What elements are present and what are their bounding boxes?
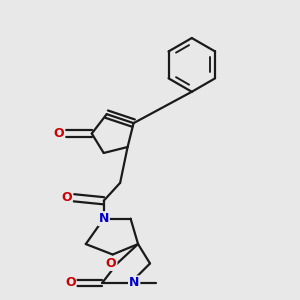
Text: O: O	[61, 191, 72, 204]
Text: O: O	[65, 276, 76, 290]
Text: N: N	[129, 276, 140, 290]
Text: N: N	[98, 212, 109, 225]
Text: O: O	[106, 257, 116, 270]
Text: O: O	[54, 127, 64, 140]
